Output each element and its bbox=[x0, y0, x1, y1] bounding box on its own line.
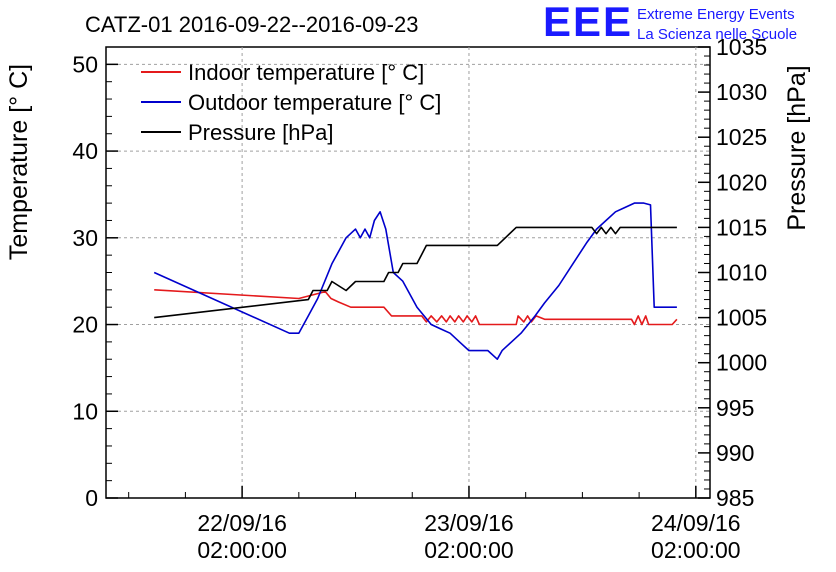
y2-tick-label-990: 990 bbox=[716, 440, 754, 466]
legend-label-outdoor: Outdoor temperature [° C] bbox=[188, 90, 441, 115]
x-tick-time-0: 02:00:00 bbox=[197, 537, 287, 563]
y2-axis-title: Pressure [hPa] bbox=[783, 65, 811, 230]
series-line-outdoor-temperature bbox=[153, 202, 677, 361]
x-tick-date-2: 24/09/16 bbox=[651, 510, 741, 536]
y2-tick-label-1005: 1005 bbox=[716, 305, 767, 331]
y2-tick-label-1030: 1030 bbox=[716, 79, 767, 105]
eee-logo-text: EEE bbox=[543, 0, 633, 45]
y2-tick-label-1015: 1015 bbox=[716, 214, 767, 240]
y2-tick-label-1000: 1000 bbox=[716, 350, 767, 376]
legend: Indoor temperature [° C] Outdoor tempera… bbox=[141, 60, 441, 145]
series-line-pressure bbox=[154, 226, 677, 319]
y-tick-label-40: 40 bbox=[72, 138, 98, 164]
y2-tick-label-985: 985 bbox=[716, 485, 754, 511]
y2-tick-label-1025: 1025 bbox=[716, 124, 767, 150]
x-tick-time-2: 02:00:00 bbox=[651, 537, 741, 563]
axes: 0102030405098599099510001005101010151020… bbox=[72, 34, 767, 563]
chart-title: CATZ-01 2016-09-22--2016-09-23 bbox=[85, 12, 418, 37]
y-tick-label-10: 10 bbox=[72, 398, 98, 424]
y-axis-title: Temperature [° C] bbox=[5, 64, 33, 260]
x-tick-date-1: 23/09/16 bbox=[424, 510, 514, 536]
y2-tick-label-1035: 1035 bbox=[716, 34, 767, 60]
legend-label-indoor: Indoor temperature [° C] bbox=[188, 60, 424, 85]
y-tick-label-50: 50 bbox=[72, 51, 98, 77]
grid-lines bbox=[106, 47, 710, 498]
y-tick-label-0: 0 bbox=[85, 485, 98, 511]
series-lines bbox=[153, 202, 678, 361]
series-line-indoor-temperature bbox=[154, 289, 678, 326]
eee-logo-line2: La Scienza nelle Scuole bbox=[637, 26, 797, 43]
eee-logo: EEE Extreme Energy Events La Scienza nel… bbox=[543, 0, 797, 45]
y-tick-label-20: 20 bbox=[72, 312, 98, 338]
y2-tick-label-995: 995 bbox=[716, 395, 754, 421]
y-tick-label-30: 30 bbox=[72, 225, 98, 251]
x-tick-date-0: 22/09/16 bbox=[197, 510, 287, 536]
eee-logo-line1: Extreme Energy Events bbox=[637, 6, 795, 23]
y2-tick-label-1020: 1020 bbox=[716, 169, 767, 195]
x-tick-time-1: 02:00:00 bbox=[424, 537, 514, 563]
legend-label-pressure: Pressure [hPa] bbox=[188, 120, 334, 145]
y2-tick-label-1010: 1010 bbox=[716, 260, 767, 286]
